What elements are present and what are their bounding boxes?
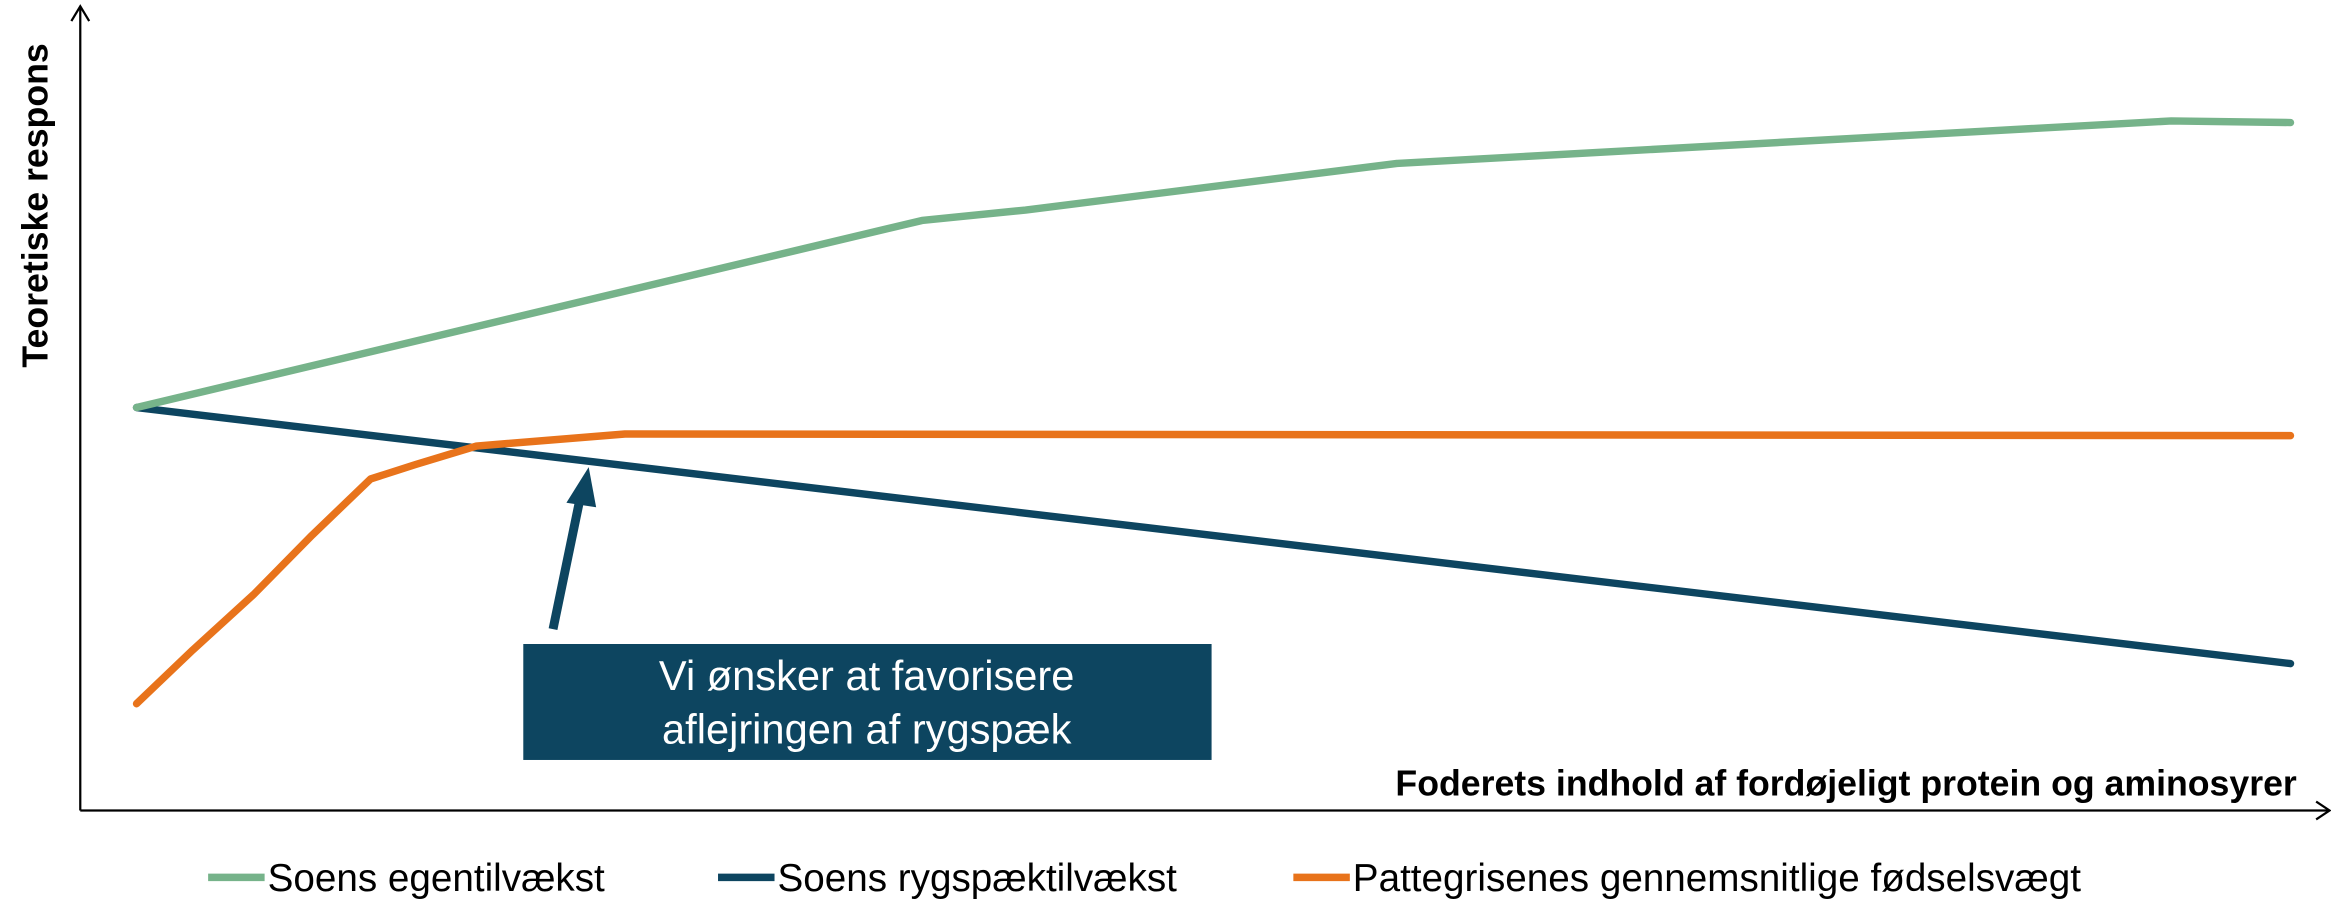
annotation-text: aflejringen af rygspæk (662, 706, 1072, 753)
annotation-box (523, 644, 1212, 760)
x-axis-arrow (2315, 800, 2331, 821)
x-axis-label: Foderets indhold af fordøjeligt protein … (1395, 764, 2296, 804)
line (132, 403, 2295, 668)
axes (70, 4, 2331, 821)
y-axis-label: Teoretiske respons (16, 43, 56, 367)
line (132, 430, 2295, 708)
annotation-arrow (548, 498, 585, 631)
legend-label: Soens egentilvækst (268, 857, 605, 900)
legend: Soens egentilvækst Soens rygspæktilvækst P… (208, 857, 2081, 900)
y-axis-arrow (70, 4, 91, 22)
plot (132, 117, 2295, 708)
annotation-text: Vi ønsker at favorisere (659, 652, 1074, 699)
legend-label: Soens rygspæktilvækst (777, 857, 1177, 900)
annotation-arrowhead (566, 467, 597, 508)
legend-label: Pattegrisenes gennemsnitlige fødselsvægt (1353, 857, 2081, 900)
line (132, 117, 2295, 412)
